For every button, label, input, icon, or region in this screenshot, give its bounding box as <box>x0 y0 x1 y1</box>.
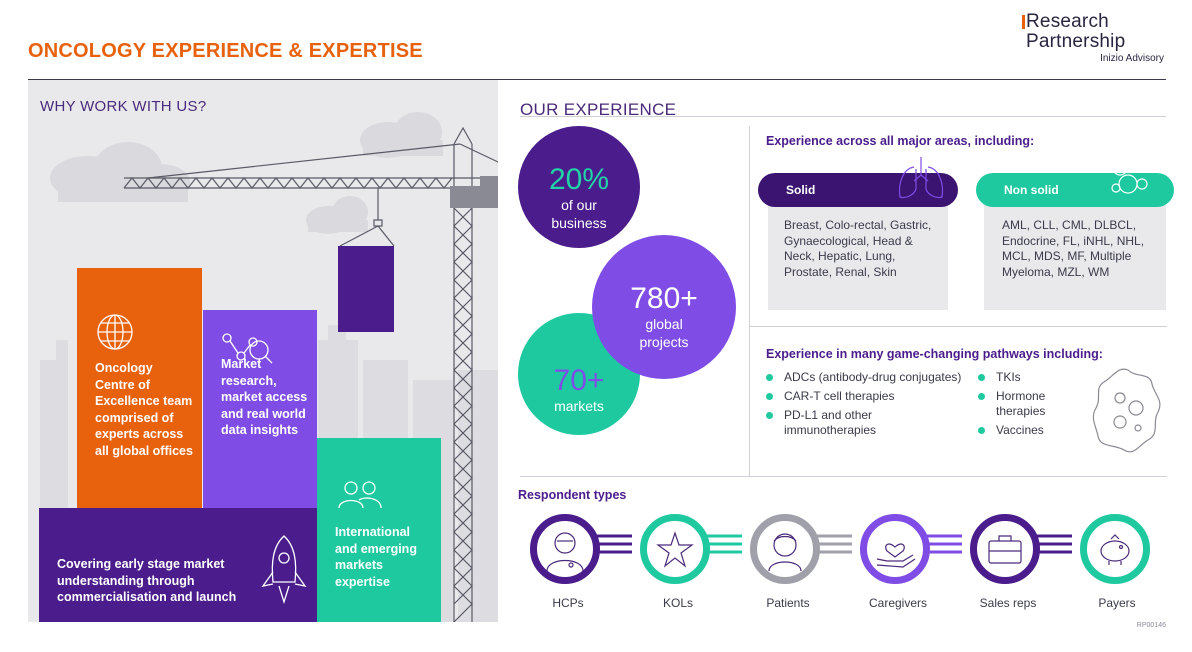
vertical-divider <box>749 126 750 476</box>
solid-tumours-list: Breast, Colo-rectal, Gastric, Gynaecolog… <box>784 218 932 279</box>
bullet <box>766 374 773 381</box>
respondent-label: Caregivers <box>868 596 928 610</box>
respondent-caregivers <box>860 514 930 584</box>
stat-label: markets <box>554 398 604 414</box>
header-divider <box>28 79 1166 80</box>
bullet <box>978 427 985 434</box>
tile-oncology-centre: Oncology Centre of Excellence team compr… <box>77 268 202 508</box>
areas-heading: Experience across all major areas, inclu… <box>766 134 1035 148</box>
why-work-with-us-panel: WHY WORK WITH US? Oncology Centre of Exc… <box>28 80 498 622</box>
globe-icon <box>97 314 133 350</box>
piggy-bank-icon <box>1100 534 1130 565</box>
tile-oncology-centre-text: Oncology Centre of Excellence team compr… <box>95 361 193 458</box>
logo-line-2: Partnership <box>1026 31 1126 52</box>
logo-line-1: Research <box>1026 11 1109 32</box>
tile-market-research: Market research, market access and real … <box>203 310 317 508</box>
stat-label: global projects <box>639 316 689 350</box>
tile-international-markets: International and emerging markets exper… <box>317 438 441 622</box>
page-title: ONCOLOGY EXPERIENCE & EXPERTISE <box>28 40 423 62</box>
tile-market-research-text: Market research, market access and real … <box>221 357 308 437</box>
document-code: RP00146 <box>1136 622 1166 629</box>
list-item: TKIs <box>978 370 1078 385</box>
respondent-payers <box>1080 514 1150 584</box>
virus-cell-icon <box>1092 368 1161 453</box>
stat-value: 780+ <box>630 282 698 315</box>
logo-tagline: Inizio Advisory <box>1100 53 1164 64</box>
bullet <box>978 374 985 381</box>
heart-hand-icon <box>876 543 916 568</box>
respondent-patients <box>750 514 820 584</box>
briefcase-icon <box>988 535 1022 564</box>
non-solid-tumours-list: AML, CLL, CML, DLBCL, Endocrine, FL, iNH… <box>1002 218 1145 279</box>
people-icon <box>338 481 382 509</box>
logo-mark <box>1022 15 1025 29</box>
horizontal-divider <box>520 476 1167 477</box>
pathways-heading: Experience in many game-changing pathway… <box>766 347 1103 361</box>
doctor-icon <box>546 532 584 572</box>
respondent-label: Patients <box>766 596 810 610</box>
tile-international-markets-text: International and emerging markets exper… <box>335 525 417 589</box>
list-item: Hormone therapies <box>978 389 1078 419</box>
network-analysis-icon <box>222 333 273 364</box>
bullet <box>766 393 773 400</box>
pathways-list-1: ADCs (antibody-drug conjugates) CAR-T ce… <box>766 370 966 442</box>
respondent-label: KOLs <box>662 596 693 610</box>
bullet <box>766 412 773 419</box>
respondent-hcps <box>530 514 600 584</box>
respondent-sales-reps <box>970 514 1040 584</box>
star-icon <box>656 531 694 568</box>
solid-label-text: Solid <box>786 183 816 197</box>
list-item: CAR-T cell therapies <box>766 389 966 404</box>
respondent-label: Payers <box>1098 596 1136 610</box>
tile-early-stage-text: Covering early stage market understandin… <box>57 557 237 604</box>
crane-load-box <box>338 246 394 332</box>
list-item: ADCs (antibody-drug conjugates) <box>766 370 966 385</box>
non-solid-label-text: Non solid <box>1004 183 1059 197</box>
respondent-kols <box>640 514 710 584</box>
experience-divider <box>520 116 1166 117</box>
experience-heading: OUR EXPERIENCE <box>520 100 677 119</box>
rocket-icon <box>261 535 307 605</box>
lungs-icon <box>898 157 944 199</box>
blood-cells-icon <box>1111 159 1148 194</box>
stat-business-share: 20% of our business <box>518 126 640 248</box>
pathways-list-2: TKIs Hormone therapies Vaccines <box>978 370 1078 442</box>
stat-label: of our business <box>551 197 607 231</box>
bullet <box>978 393 985 400</box>
stat-value: 20% <box>548 163 610 196</box>
stat-global-projects: 780+ global projects <box>592 235 736 379</box>
respondent-label: Sales reps <box>979 596 1037 610</box>
logo: Research Partnership Inizio Advisory <box>1022 11 1166 64</box>
list-item: PD-L1 and other immunotherapies <box>766 408 966 438</box>
respondent-types-heading: Respondent types <box>518 488 627 502</box>
why-heading: WHY WORK WITH US? <box>40 98 207 115</box>
respondent-label: HCPs <box>552 596 584 610</box>
horizontal-divider <box>749 326 1167 327</box>
tile-early-stage: Covering early stage market understandin… <box>39 508 317 622</box>
respondent-connector-lines <box>596 534 1072 554</box>
stat-value: 70+ <box>553 364 605 397</box>
list-item: Vaccines <box>978 423 1078 438</box>
patient-icon <box>768 533 802 572</box>
